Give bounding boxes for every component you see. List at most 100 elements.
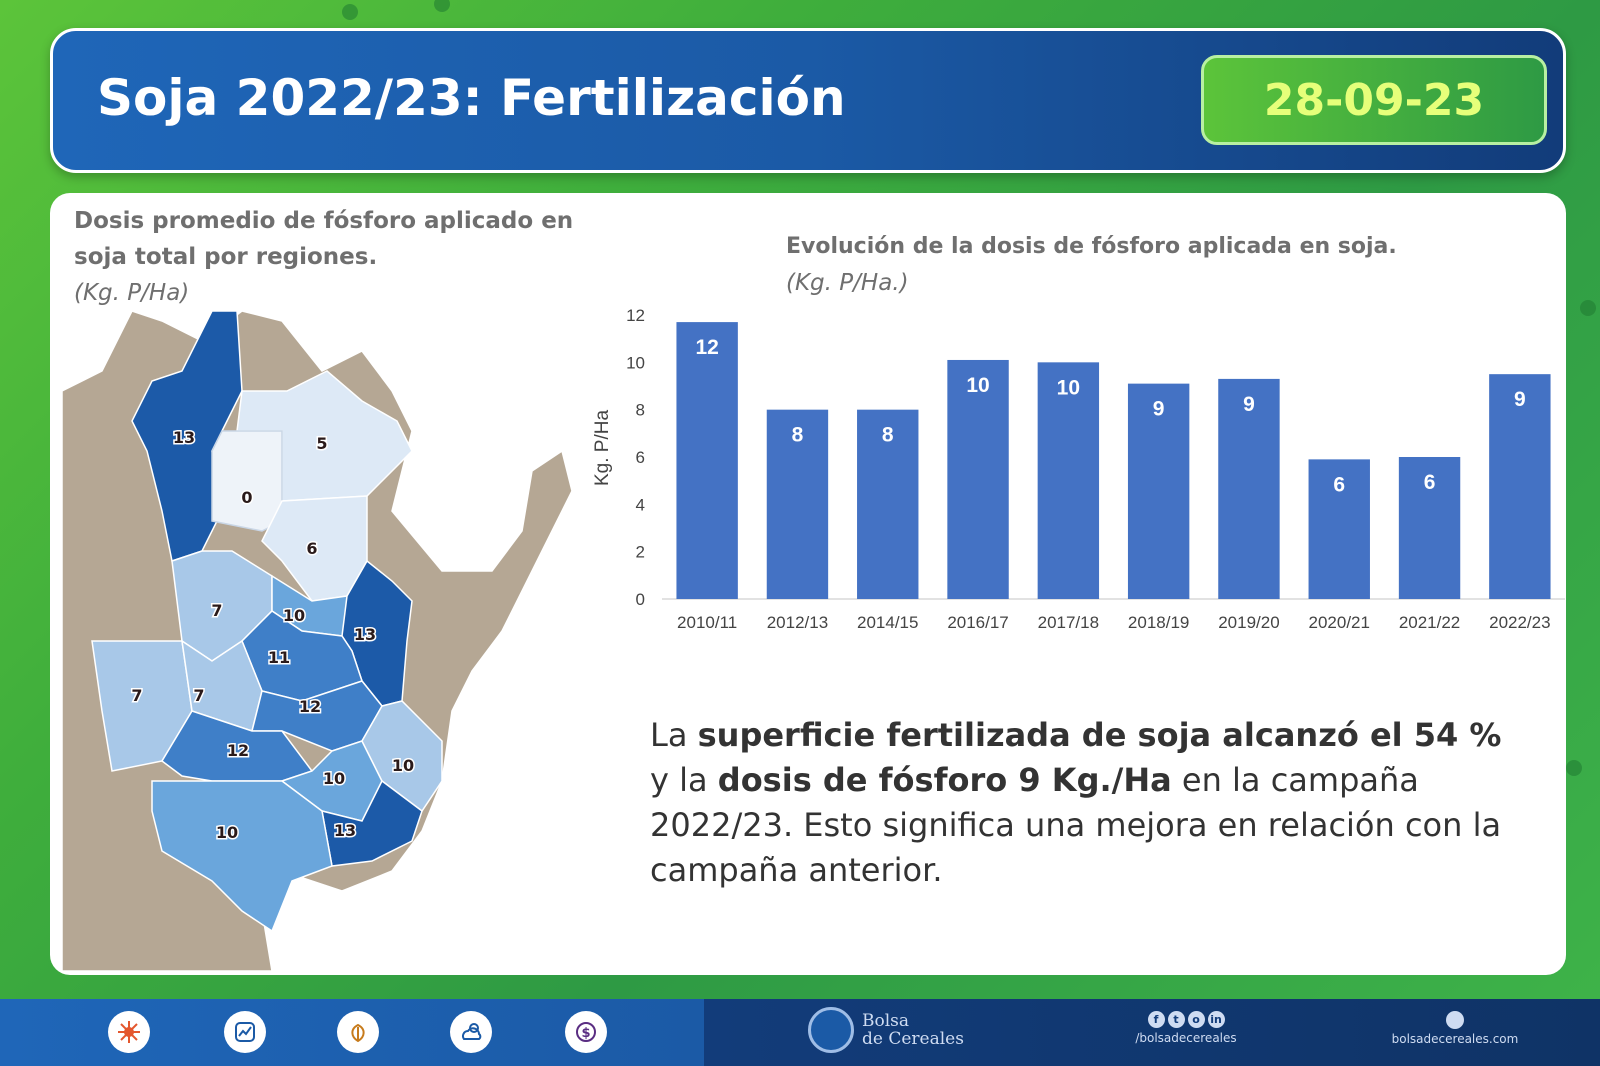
y-axis-label: Kg. P/Ha (592, 410, 613, 486)
linkedin-icon[interactable]: in (1207, 1011, 1225, 1028)
content-card: Dosis promedio de fósforo aplicado en so… (50, 193, 1566, 975)
x-ticks: 2010/11 2012/13 2014/15 2016/17 2017/18 2018/… (677, 613, 1551, 632)
chart-title: Evolución de la dosis de fósforo aplicad… (786, 229, 1526, 302)
map-region (321, 779, 423, 867)
plant-icon[interactable] (337, 1011, 379, 1053)
map-labels: 13 5 0 6 7 10 13 11 7 7 12 12 10 10 13 10 (130, 427, 416, 844)
y-tick-label: 12 (626, 306, 645, 325)
twitter-icon[interactable]: t (1167, 1011, 1185, 1028)
map-unit: (Kg. P/Ha) (74, 280, 190, 306)
facebook-icon[interactable]: f (1147, 1011, 1165, 1028)
date-badge: 28-09-23 (1201, 55, 1547, 145)
bar-data-label: 12 (695, 336, 718, 359)
summary-part3: en la campaña 2022/23. Esto significa un… (650, 761, 1502, 889)
bar (1398, 457, 1461, 599)
map-title: Dosis promedio de fósforo aplicado en so… (74, 203, 594, 311)
bar-data-label: 10 (1057, 376, 1080, 399)
bar-data-label: 9 (1243, 393, 1255, 416)
bar (676, 322, 738, 599)
region-value-label: 6 (306, 539, 317, 558)
bar-data-label: 8 (792, 424, 804, 447)
page-title: Soja 2022/23: Fertilización (97, 69, 846, 127)
region-value-label: 11 (268, 648, 290, 667)
svg-text:$: $ (581, 1026, 590, 1041)
region-value-label: 12 (299, 697, 321, 716)
region-value-label: 7 (193, 686, 204, 705)
y-tick-label: 10 (626, 353, 645, 372)
bar-data-label: 8 (882, 424, 894, 447)
weather-icon[interactable] (450, 1011, 492, 1053)
map-region (211, 430, 283, 532)
x-tick-label: 2018/19 (1128, 613, 1189, 632)
bar-chart: Kg. P/Ha 0 2 4 6 8 10 12 12 8 8 10 10 9 9 6 6 9 2010/11… (590, 298, 1566, 658)
region-value-label: 10 (392, 756, 414, 775)
instagram-icon[interactable]: o (1187, 1011, 1205, 1028)
decor-dot (434, 0, 450, 12)
bar (1127, 383, 1190, 599)
x-tick-label: 2014/15 (857, 613, 918, 632)
chart-subtitle: (Kg. P/Ha.) (786, 270, 909, 296)
region-value-label: 10 (323, 769, 345, 788)
brand-line2: de Cereales (862, 1029, 964, 1049)
region-value-label: 5 (316, 434, 327, 453)
bar-data-label: 9 (1514, 388, 1526, 411)
region-value-label: 10 (283, 606, 305, 625)
decor-dot (1566, 760, 1582, 776)
x-tick-label: 2012/13 (767, 613, 828, 632)
seal-icon (808, 1007, 854, 1053)
map-svg: 13 5 0 6 7 10 13 11 7 7 12 12 10 10 13 10 (61, 310, 573, 972)
region-value-label: 0 (241, 488, 252, 507)
brand-name: Bolsa de Cereales (862, 1012, 964, 1048)
social-icons: f t o in (1126, 1011, 1246, 1028)
bar-data-label: 10 (966, 374, 989, 397)
bar-data-label: 6 (1424, 471, 1436, 494)
bar (857, 409, 919, 599)
y-tick-label: 0 (636, 590, 645, 609)
decor-dot (1580, 300, 1596, 316)
bar-data-label: 9 (1153, 398, 1165, 421)
chart-title-text: Evolución de la dosis de fósforo aplicad… (786, 234, 1397, 259)
website-link[interactable]: bolsadecereales.com (1380, 1011, 1530, 1046)
region-value-label: 10 (216, 823, 238, 842)
y-tick-label: 6 (636, 448, 645, 467)
bars: 12 8 8 10 10 9 9 6 6 9 (676, 322, 1551, 599)
region-value-label: 13 (354, 625, 376, 644)
currency-icon[interactable]: $ (565, 1011, 607, 1053)
chart-svg: Kg. P/Ha 0 2 4 6 8 10 12 12 8 8 10 10 9 9 6 6 9 2010/11… (592, 306, 1565, 632)
summary-part2: y la (650, 761, 718, 799)
bar (1308, 459, 1370, 599)
globe-icon (1446, 1011, 1464, 1029)
footer-bar: $ Bolsa de Cereales f t o in /bolsadecer… (0, 999, 1600, 1066)
x-tick-label: 2020/21 (1309, 613, 1370, 632)
x-tick-label: 2022/23 (1489, 613, 1550, 632)
summary-part1: La (650, 716, 698, 754)
bar (766, 409, 829, 599)
date-text: 28-09-23 (1263, 74, 1485, 126)
y-tick-label: 4 (636, 495, 645, 514)
bar (947, 359, 1009, 599)
chart-icon[interactable] (224, 1011, 266, 1053)
snowflake-icon[interactable] (108, 1011, 150, 1053)
x-tick-label: 2021/22 (1399, 613, 1460, 632)
region-map: 13 5 0 6 7 10 13 11 7 7 12 12 10 10 13 10 (61, 310, 602, 972)
x-tick-label: 2010/11 (677, 613, 737, 632)
region-value-label: 7 (211, 601, 222, 620)
map-title-text: Dosis promedio de fósforo aplicado en so… (74, 208, 574, 270)
summary-bold2: dosis de fósforo 9 Kg./Ha (717, 761, 1172, 799)
region-value-label: 13 (334, 821, 356, 840)
y-ticks: 0 2 4 6 8 10 12 (626, 306, 645, 609)
website-text[interactable]: bolsadecereales.com (1391, 1032, 1519, 1046)
decor-dot (342, 4, 358, 20)
social-handle[interactable]: /bolsadecereales (1135, 1031, 1237, 1045)
summary-bold1: superficie fertilizada de soja alcanzó e… (697, 716, 1502, 754)
y-tick-label: 2 (636, 543, 645, 562)
y-tick-label: 8 (636, 401, 645, 420)
header-banner: Soja 2022/23: Fertilización 28-09-23 (50, 28, 1566, 173)
map-region (151, 780, 333, 933)
x-tick-label: 2017/18 (1038, 613, 1099, 632)
brand-line1: Bolsa (862, 1011, 910, 1031)
social-links[interactable]: f t o in /bolsadecereales (1126, 1011, 1246, 1045)
x-tick-label: 2019/20 (1218, 613, 1279, 632)
summary-text: La superficie fertilizada de soja alcanz… (650, 713, 1510, 893)
bar-data-label: 6 (1333, 473, 1345, 496)
